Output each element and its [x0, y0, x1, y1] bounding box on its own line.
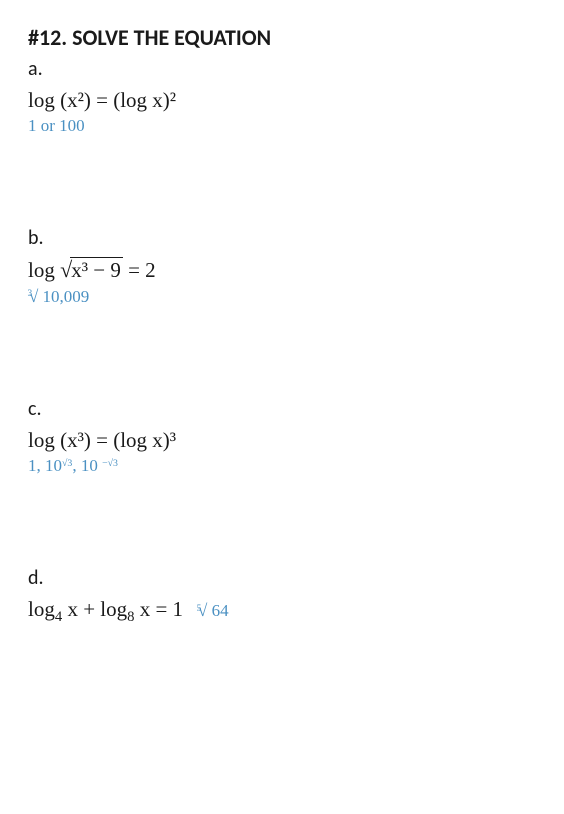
problem-b: b. log √x³ − 9 = 2 3√ 10,009: [28, 226, 536, 307]
equation-a: log (x²) = (log x)²: [28, 87, 536, 114]
answer-d: 5√ 64: [197, 601, 229, 621]
problem-a: a. log (x²) = (log x)² 1 or 100: [28, 57, 536, 136]
eq-c-lhs: log (x³): [28, 428, 91, 452]
ans-c-exp1: √3: [62, 458, 72, 469]
equation-c: log (x³) = (log x)³: [28, 427, 536, 454]
eq-d-t3: x = 1: [134, 597, 183, 621]
part-label-a: a.: [28, 57, 536, 81]
equation-b: log √x³ − 9 = 2: [28, 256, 536, 285]
ans-c-p1: 1, 10: [28, 456, 62, 475]
ans-b-root-index: 3: [28, 289, 33, 299]
problem-c: c. log (x³) = (log x)³ 1, 10√3, 10 −√3: [28, 397, 536, 476]
eq-c-eq: =: [91, 428, 113, 452]
eq-d-t1: log: [28, 597, 55, 621]
answer-c: 1, 10√3, 10 −√3: [28, 456, 536, 476]
ans-c-sep: , 10: [72, 456, 102, 475]
eq-b-sqrt-arg: x³ − 9: [70, 257, 123, 282]
part-label-c: c.: [28, 397, 536, 421]
eq-a-lhs: log (x²): [28, 88, 91, 112]
part-label-b: b.: [28, 226, 536, 250]
equation-d: log4 x + log8 x = 1: [28, 596, 183, 623]
eq-a-eq: =: [91, 88, 113, 112]
part-label-d: d.: [28, 566, 536, 590]
eq-b-log: log: [28, 258, 60, 282]
eq-b-sqrt: √x³ − 9: [60, 256, 123, 285]
answer-a: 1 or 100: [28, 116, 536, 136]
eq-a-rhs: (log x)²: [113, 88, 176, 112]
page-title: #12. SOLVE THE EQUATION: [28, 24, 536, 51]
problem-d: d. log4 x + log8 x = 1 5√ 64: [28, 566, 536, 625]
answer-b: 3√ 10,009: [28, 287, 536, 307]
ans-b-val: 10,009: [38, 287, 89, 306]
ans-c-exp2: −√3: [102, 458, 118, 469]
ans-d-root-index: 5: [197, 604, 202, 614]
eq-d-t2: x + log: [62, 597, 127, 621]
eq-b-rhs: = 2: [123, 258, 156, 282]
eq-c-rhs: (log x)³: [113, 428, 176, 452]
ans-d-val: 64: [207, 601, 228, 620]
